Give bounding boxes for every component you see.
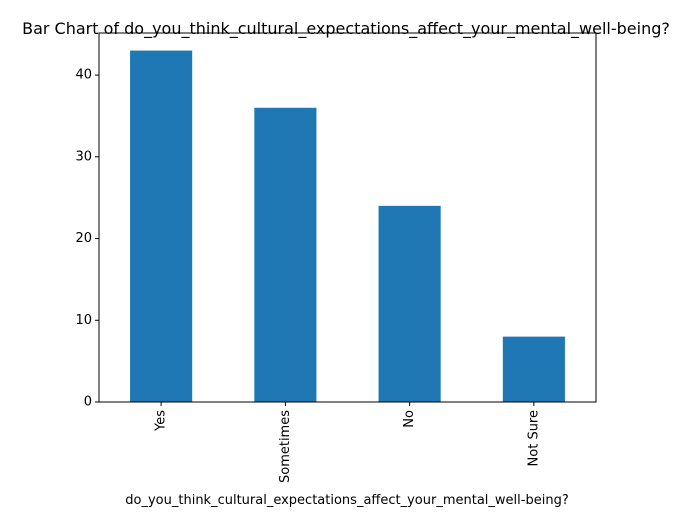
- y-tick-label-4: 40: [75, 68, 92, 83]
- x-axis-label: do_you_think_cultural_expectations_affec…: [125, 493, 568, 508]
- bars-group: [130, 50, 565, 402]
- x-tick-label-2: No: [402, 410, 417, 428]
- y-tick-label-2: 20: [75, 231, 92, 246]
- y-tick-label-1: 10: [75, 313, 92, 328]
- x-tick-label-1: Sometimes: [278, 410, 293, 483]
- bar-1: [254, 107, 317, 402]
- x-tick-label-3: Not Sure: [526, 410, 541, 466]
- y-tick-label-3: 30: [75, 149, 92, 164]
- x-axis-ticks: Yes Sometimes No Not Sure: [154, 402, 541, 483]
- y-tick-label-0: 0: [84, 395, 92, 410]
- plot-frame: [98, 32, 597, 403]
- x-tick-label-0: Yes: [154, 410, 169, 432]
- y-axis-ticks: 0 10 20 30 40: [75, 68, 99, 410]
- chart-title: Bar Chart of do_you_think_cultural_expec…: [22, 19, 670, 39]
- bar-0: [130, 50, 193, 402]
- bar-3: [502, 336, 565, 402]
- bar-2: [378, 205, 441, 402]
